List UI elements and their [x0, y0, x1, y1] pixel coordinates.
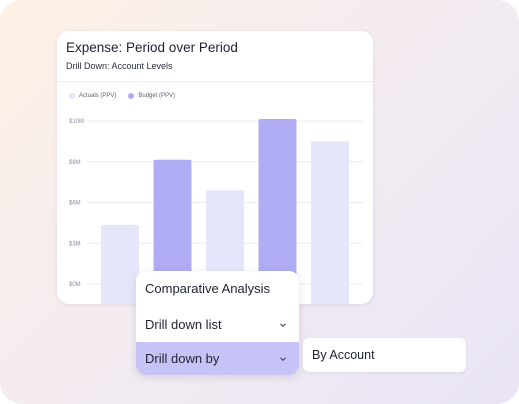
- drill-down-by-dropdown[interactable]: Drill down by: [136, 342, 299, 375]
- bar-actuals[interactable]: [101, 224, 139, 304]
- y-tick-label: $10M: [69, 119, 84, 125]
- legend-dot-budget: [128, 93, 135, 99]
- legend-dot-actuals: [69, 93, 75, 99]
- card-divider: [57, 81, 373, 82]
- legend-label-actuals: Actuals (PPV): [79, 93, 117, 99]
- y-tick-label: $8M: [69, 160, 81, 166]
- card-title: Expense: Period over Period: [66, 40, 238, 55]
- chevron-down-icon: [280, 356, 286, 361]
- menu-header: Comparative Analysis: [145, 281, 270, 296]
- legend-label-budget: Budget (PPV): [138, 93, 176, 99]
- chevron-down-icon: [280, 322, 286, 327]
- comparative-analysis-menu: Comparative Analysis Drill down list Dri…: [136, 271, 299, 375]
- drill-down-by-value[interactable]: By Account: [303, 338, 466, 372]
- bar-budget[interactable]: [153, 159, 192, 304]
- legend-item-budget[interactable]: Budget (PPV): [128, 93, 175, 99]
- bar-chart: $0M $3M $6M $8M $10M: [69, 118, 363, 304]
- drill-down-by-value-text: By Account: [312, 348, 375, 362]
- bar-actuals[interactable]: [311, 141, 349, 304]
- y-tick-label: $0M: [69, 282, 81, 288]
- chart-legend: Actuals (PPV) Budget (PPV): [69, 93, 175, 99]
- legend-item-actuals[interactable]: Actuals (PPV): [69, 93, 116, 99]
- y-tick-label: $6M: [69, 201, 81, 207]
- drill-down-by-label: Drill down by: [145, 351, 220, 366]
- expense-chart-card: Expense: Period over Period Drill Down: …: [57, 31, 373, 304]
- drill-down-list-dropdown[interactable]: Drill down list: [136, 308, 299, 341]
- bar-budget[interactable]: [258, 118, 297, 304]
- drill-down-list-label: Drill down list: [145, 317, 222, 332]
- card-subtitle: Drill Down: Account Levels: [66, 61, 173, 71]
- y-tick-label: $3M: [69, 241, 81, 247]
